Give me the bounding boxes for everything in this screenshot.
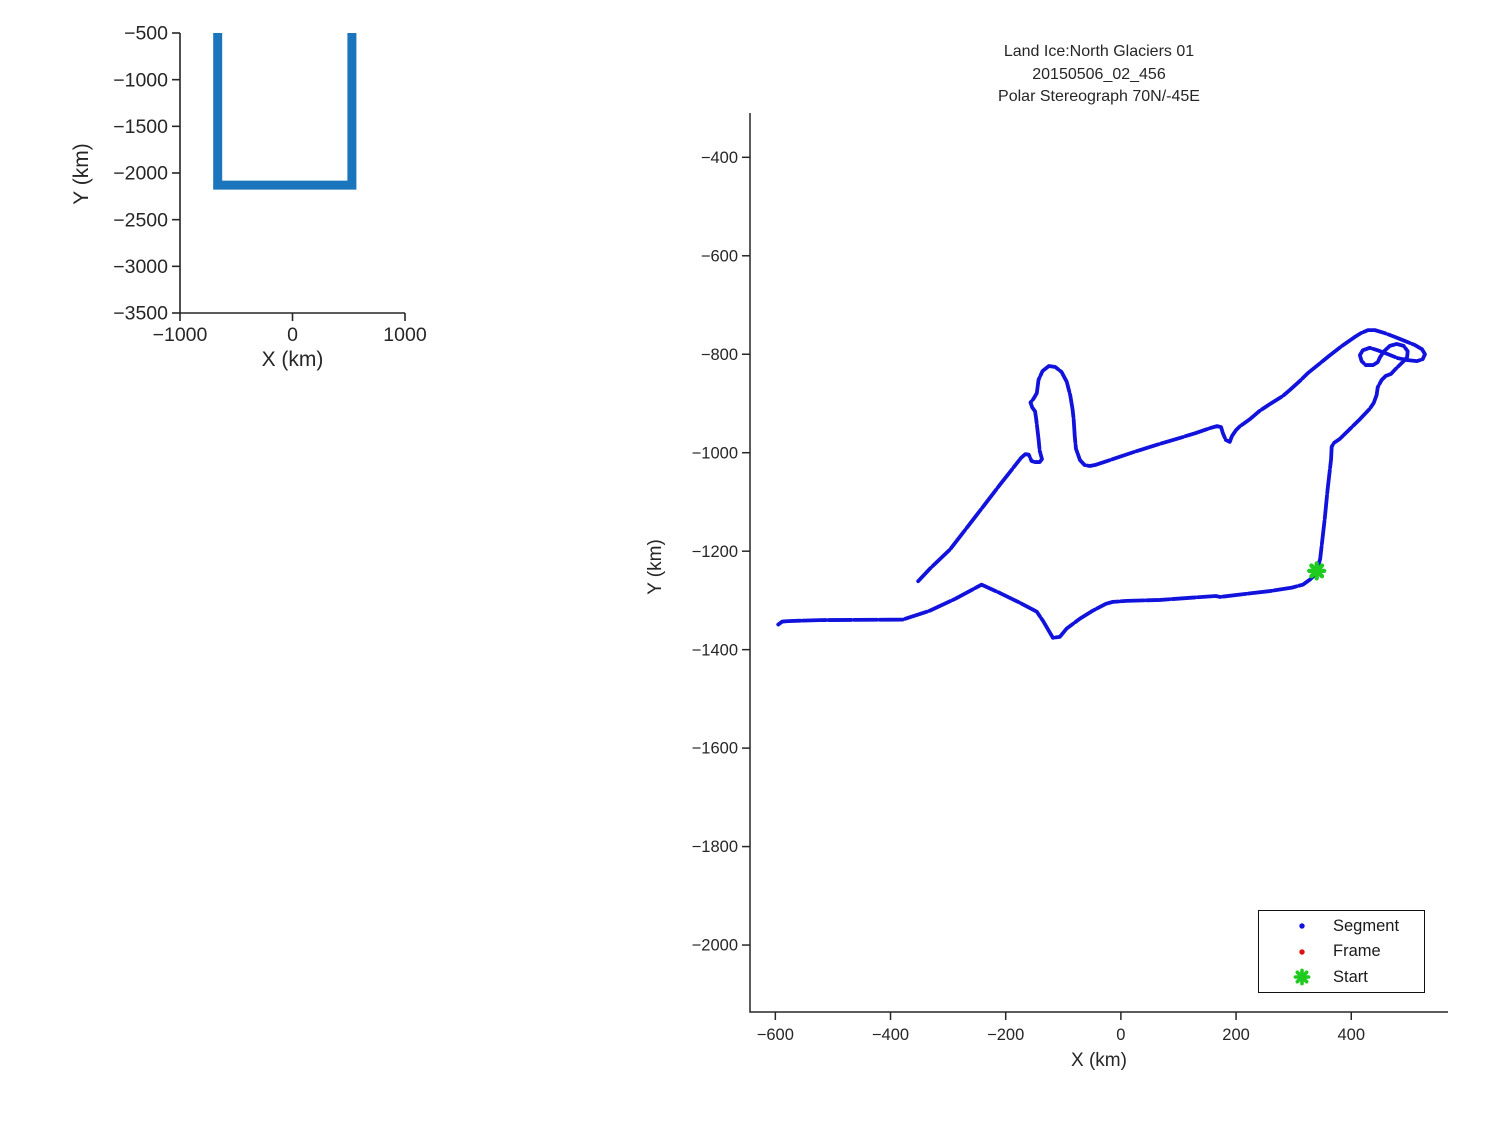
legend-label-segment: Segment bbox=[1333, 916, 1400, 935]
legend-label-start: Start bbox=[1333, 967, 1368, 986]
track-x-tick-label: 0 bbox=[1116, 1026, 1125, 1044]
frame-dot-icon bbox=[1291, 942, 1313, 962]
legend-item-start: Start bbox=[1259, 965, 1424, 990]
overview-x-axis-label: X (km) bbox=[261, 348, 324, 371]
segment-dot-icon bbox=[1291, 916, 1313, 936]
overview-y-tick-label: −3500 bbox=[113, 303, 168, 325]
track-y-tick-label: −400 bbox=[701, 149, 738, 167]
overview-y-tick-label: −3000 bbox=[113, 256, 168, 278]
title-line-flight-id: 20150506_02_456 bbox=[1032, 65, 1166, 83]
legend-label-frame: Frame bbox=[1333, 942, 1381, 960]
track-y-tick-label: −1000 bbox=[692, 444, 738, 462]
overview-y-tick-label: −2000 bbox=[113, 163, 168, 185]
overview-y-tick-label: −500 bbox=[124, 23, 168, 45]
track-x-tick-label: −400 bbox=[872, 1026, 909, 1044]
track-y-tick-label: −600 bbox=[701, 247, 738, 265]
overview-x-tick-label: 0 bbox=[287, 324, 298, 346]
title-line-projection: Polar Stereograph 70N/-45E bbox=[998, 88, 1200, 105]
overview-x-tick-label: 1000 bbox=[383, 324, 427, 346]
legend-item-frame: Frame bbox=[1259, 939, 1424, 964]
main-y-axis-label: Y (km) bbox=[645, 539, 666, 595]
overview-y-tick-label: −1500 bbox=[113, 116, 168, 138]
track-y-tick-label: −2000 bbox=[692, 937, 738, 955]
track-y-tick-label: −800 bbox=[701, 346, 738, 364]
track-x-tick-label: 200 bbox=[1222, 1026, 1250, 1044]
main-plot-title: Land Ice:North Glaciers 01 20150506_02_4… bbox=[750, 41, 1448, 109]
full-mission-track-path bbox=[213, 33, 357, 190]
overview-y-tick-label: −2500 bbox=[113, 209, 168, 231]
track-y-tick-label: −1800 bbox=[692, 838, 738, 856]
start-asterisk-icon bbox=[1291, 967, 1313, 987]
track-y-tick-label: −1400 bbox=[692, 641, 738, 659]
overview-x-tick-label: −1000 bbox=[153, 324, 208, 346]
main-x-axis-label: X (km) bbox=[1071, 1050, 1127, 1071]
title-line-campaign: Land Ice:North Glaciers 01 bbox=[1003, 43, 1195, 60]
track-x-tick-label: −600 bbox=[757, 1026, 794, 1044]
track-axes: −600 −400 −200 0 200 400−400−600−800−1000−120… bbox=[692, 113, 1448, 1044]
start-marker bbox=[1307, 561, 1327, 581]
overview-y-tick-label: −1000 bbox=[113, 69, 168, 91]
segment-track-path bbox=[776, 328, 1427, 640]
track-x-tick-label: −200 bbox=[987, 1026, 1024, 1044]
overview-axes: −1000 0 1000 −500 −1000 −1500 −2000 −2500 −3000 −… bbox=[113, 23, 427, 346]
track-spines bbox=[749, 113, 1448, 1013]
track-x-tick-label: 400 bbox=[1337, 1026, 1365, 1044]
track-y-tick-label: −1200 bbox=[692, 543, 738, 561]
track-y-tick-label: −1600 bbox=[692, 740, 738, 758]
overview-y-axis-label: Y (km) bbox=[70, 143, 93, 205]
legend: Segment Frame Start bbox=[1258, 910, 1425, 993]
legend-item-segment: Segment bbox=[1259, 914, 1424, 939]
